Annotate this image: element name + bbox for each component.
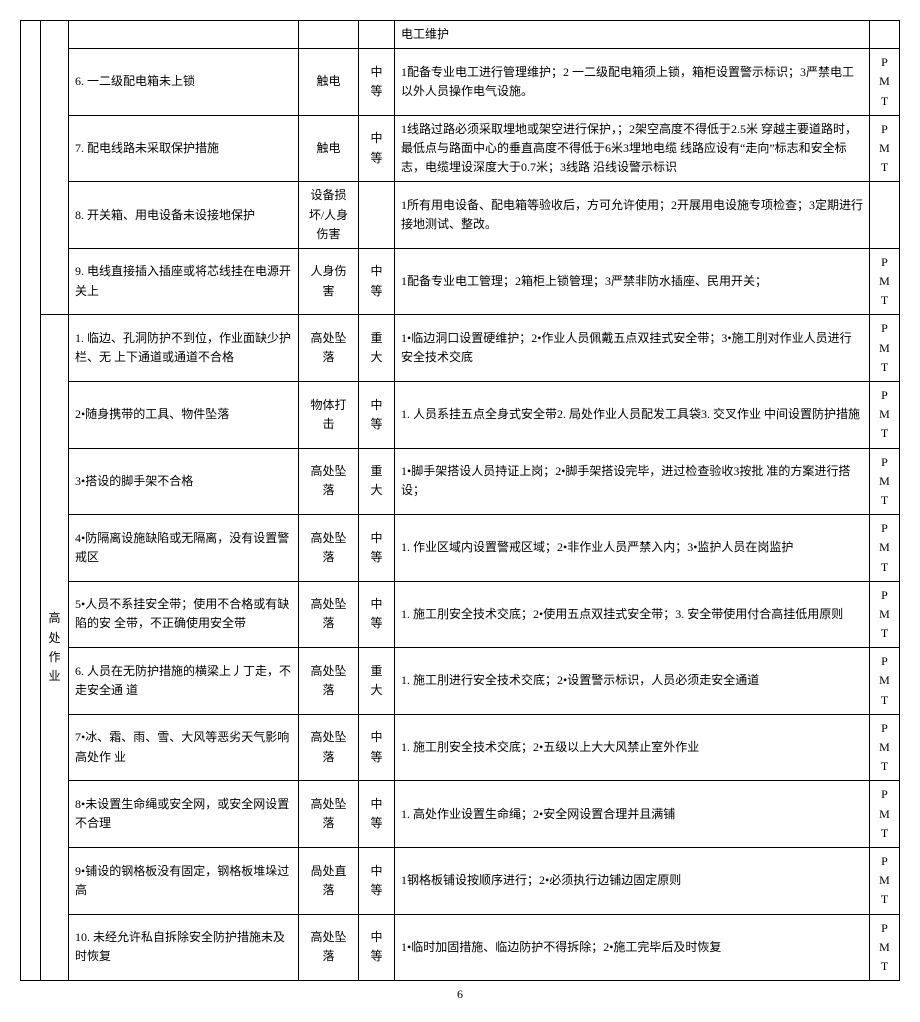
row-index-cell [21, 21, 41, 981]
risk-cell: 人身伤害 [299, 248, 359, 315]
table-row: 电工维护 [21, 21, 900, 49]
table-row: 9•铺设的钢格板没有固定，钢格板堆垛过高咼处直落中等1钢格板铺设按顺序进行；2•… [21, 847, 900, 914]
table-row: 7. 配电线路未采取保护措施触电中等1线路过路必须采取埋地或架空进行保护，；2架… [21, 115, 900, 182]
level-cell: 中等 [359, 382, 395, 449]
table-row: 6. 一二级配电箱未上锁触电中等1配备专业电工进行管理维护；2 一二级配电箱须上… [21, 49, 900, 116]
level-cell: 中等 [359, 781, 395, 848]
measure-cell: 1. 施工刖安全技术交底；2•使用五点双挂式安全带；3. 安全带使用付合高挂低用… [395, 581, 870, 648]
hazard-cell: 8•未设置生命绳或安全网，或安全网设置不合理 [69, 781, 299, 848]
page-number: 6 [20, 987, 900, 1002]
resp-cell [870, 182, 900, 249]
risk-cell: 物体打击 [299, 382, 359, 449]
risk-cell: 高处坠落 [299, 714, 359, 781]
hazard-cell: 5•人员不系挂安全带；使用不合格或有缺陷的安 全带，不正确使用安全带 [69, 581, 299, 648]
measure-cell: 1•临时加固措施、临边防护不得拆除；2•施工完毕后及时恢复 [395, 914, 870, 981]
measure-cell: 1. 施工刖进行安全技术交底；2•设置警示标识，人员必须走安全通道 [395, 648, 870, 715]
table-row: 6. 人员在无防护措施的横梁上丿丁走，不走安全通 道高处坠落重大1. 施工刖进行… [21, 648, 900, 715]
resp-cell: PMT [870, 914, 900, 981]
level-cell: 中等 [359, 515, 395, 582]
resp-cell: PMT [870, 515, 900, 582]
hazard-cell: 9•铺设的钢格板没有固定，钢格板堆垛过高 [69, 847, 299, 914]
level-cell: 中等 [359, 847, 395, 914]
measure-cell: 1配备专业电工进行管理维护；2 一二级配电箱须上锁，箱柜设置警示标识；3严禁电工… [395, 49, 870, 116]
measure-cell: 1. 施工刖安全技术交底；2•五级以上大大风禁止室外作业 [395, 714, 870, 781]
resp-cell: PMT [870, 648, 900, 715]
level-cell: 重大 [359, 648, 395, 715]
resp-cell [870, 21, 900, 49]
level-cell [359, 21, 395, 49]
resp-cell: PMT [870, 714, 900, 781]
level-cell: 中等 [359, 714, 395, 781]
hazard-cell: 6. 人员在无防护措施的横梁上丿丁走，不走安全通 道 [69, 648, 299, 715]
category-cell-blank [41, 21, 69, 315]
table-row: 7•冰、霜、雨、雪、大风等恶劣天气影响高处作 业高处坠落中等1. 施工刖安全技术… [21, 714, 900, 781]
risk-cell: 高处坠落 [299, 581, 359, 648]
hazard-cell: 7•冰、霜、雨、雪、大风等恶劣天气影响高处作 业 [69, 714, 299, 781]
level-cell: 中等 [359, 248, 395, 315]
hazard-cell: 10. 未经允许私自拆除安全防护措施未及时恢复 [69, 914, 299, 981]
measure-cell: 1. 高处作业设置生命绳；2•安全网设置合理并且满铺 [395, 781, 870, 848]
hazard-cell: 6. 一二级配电箱未上锁 [69, 49, 299, 116]
level-cell: 中等 [359, 581, 395, 648]
risk-cell [299, 21, 359, 49]
risk-cell: 设备损坏/人身伤害 [299, 182, 359, 249]
table-row: 8. 开关箱、用电设备未设接地保护设备损坏/人身伤害 1所有用电设备、配电箱等验收… [21, 182, 900, 249]
measure-cell: 1钢格板铺设按顺序进行；2•必须执行边铺边固定原则 [395, 847, 870, 914]
hazard-cell: 3•搭设的脚手架不合格 [69, 448, 299, 515]
risk-cell: 高处坠落 [299, 781, 359, 848]
table-row: 9. 电线直接插入插座或将芯线挂在电源开关上人身伤害中等1配备专业电工管理；2箱… [21, 248, 900, 315]
measure-cell: 1. 人员系挂五点全身式安全带2. 局处作业人员配发工具袋3. 交叉作业 中间设… [395, 382, 870, 449]
level-cell: 中等 [359, 115, 395, 182]
resp-cell: PMT [870, 847, 900, 914]
measure-cell: 1所有用电设备、配电箱等验收后，方可允许使用；2开展用电设施专项检查；3定期进行… [395, 182, 870, 249]
hazard-cell: 8. 开关箱、用电设备未设接地保护 [69, 182, 299, 249]
measure-cell: 1线路过路必须采取埋地或架空进行保护，；2架空高度不得低于2.5米 穿越主要道路… [395, 115, 870, 182]
table-row: 高处作业1. 临边、孔洞防护不到位，作业面缺少护栏、无 上下通道或通道不合格高处… [21, 315, 900, 382]
table-row: 4•防隔离设施缺陷或无隔离，没有设置警戒区高处坠落中等1. 作业区域内设置警戒区… [21, 515, 900, 582]
risk-cell: 高处坠落 [299, 315, 359, 382]
resp-cell: PMT [870, 581, 900, 648]
risk-cell: 触电 [299, 49, 359, 116]
measure-cell: 电工维护 [395, 21, 870, 49]
risk-cell: 高处坠落 [299, 515, 359, 582]
level-cell [359, 182, 395, 249]
resp-cell: PMT [870, 781, 900, 848]
resp-cell: PMT [870, 448, 900, 515]
category-label: 高处作业 [48, 611, 60, 683]
risk-cell: 高处坠落 [299, 448, 359, 515]
resp-cell: PMT [870, 49, 900, 116]
level-cell: 重大 [359, 448, 395, 515]
level-cell: 中等 [359, 49, 395, 116]
risk-cell: 咼处直落 [299, 847, 359, 914]
resp-cell: PMT [870, 248, 900, 315]
hazard-cell: 2•随身携带的工具、物件坠落 [69, 382, 299, 449]
table-row: 10. 未经允许私自拆除安全防护措施未及时恢复高处坠落中等1•临时加固措施、临边… [21, 914, 900, 981]
level-cell: 中等 [359, 914, 395, 981]
risk-cell: 触电 [299, 115, 359, 182]
table-row: 3•搭设的脚手架不合格高处坠落重大1•脚手架搭设人员持证上岗；2•脚手架搭设完毕… [21, 448, 900, 515]
hazard-cell: 7. 配电线路未采取保护措施 [69, 115, 299, 182]
table-row: 8•未设置生命绳或安全网，或安全网设置不合理高处坠落中等1. 高处作业设置生命绳… [21, 781, 900, 848]
resp-cell: PMT [870, 115, 900, 182]
category-cell: 高处作业 [41, 315, 69, 981]
table-row: 2•随身携带的工具、物件坠落物体打击中等1. 人员系挂五点全身式安全带2. 局处… [21, 382, 900, 449]
resp-cell: PMT [870, 382, 900, 449]
hazard-cell: 1. 临边、孔洞防护不到位，作业面缺少护栏、无 上下通道或通道不合格 [69, 315, 299, 382]
hazard-cell [69, 21, 299, 49]
measure-cell: 1•脚手架搭设人员持证上岗；2•脚手架搭设完毕，进过检查验收3按批 准的方案进行… [395, 448, 870, 515]
measure-cell: 1配备专业电工管理；2箱柜上锁管理；3严禁非防水插座、民用开关； [395, 248, 870, 315]
safety-hazard-table: 电工维护 6. 一二级配电箱未上锁触电中等1配备专业电工进行管理维护；2 一二级… [20, 20, 900, 981]
measure-cell: 1•临边洞口设置硬维护；2•作业人员佩戴五点双挂式安全带；3•施工刖对作业人员进… [395, 315, 870, 382]
level-cell: 重大 [359, 315, 395, 382]
risk-cell: 高处坠落 [299, 914, 359, 981]
hazard-cell: 9. 电线直接插入插座或将芯线挂在电源开关上 [69, 248, 299, 315]
risk-cell: 高处坠落 [299, 648, 359, 715]
hazard-cell: 4•防隔离设施缺陷或无隔离，没有设置警戒区 [69, 515, 299, 582]
table-row: 5•人员不系挂安全带；使用不合格或有缺陷的安 全带，不正确使用安全带高处坠落中等… [21, 581, 900, 648]
measure-cell: 1. 作业区域内设置警戒区域；2•非作业人员严禁入内；3•监护人员在岗监护 [395, 515, 870, 582]
resp-cell: PMT [870, 315, 900, 382]
